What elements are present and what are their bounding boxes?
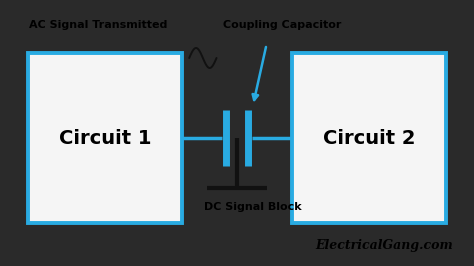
Text: Circuit 2: Circuit 2 (323, 128, 415, 148)
Text: DC Signal Block: DC Signal Block (204, 202, 302, 212)
Bar (27, 53, 182, 223)
Text: ElectricalGang.com: ElectricalGang.com (315, 239, 453, 252)
Text: AC Signal Transmitted: AC Signal Transmitted (29, 20, 167, 31)
Text: Circuit 1: Circuit 1 (59, 128, 151, 148)
Bar (292, 53, 447, 223)
Text: Coupling Capacitor: Coupling Capacitor (223, 20, 342, 31)
